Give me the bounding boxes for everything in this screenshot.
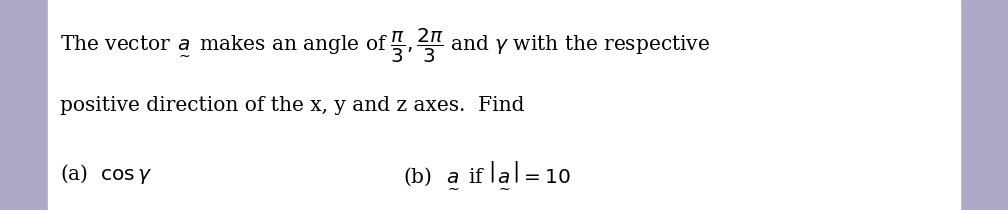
Text: positive direction of the x, y and z axes.  Find: positive direction of the x, y and z axe… <box>60 96 525 114</box>
Text: (a)  $\cos\gamma$: (a) $\cos\gamma$ <box>60 162 153 186</box>
Bar <box>960 0 1008 210</box>
Text: The vector $\underset{\sim}{a}$ makes an angle of $\dfrac{\pi}{3},\dfrac{2\pi}{3: The vector $\underset{\sim}{a}$ makes an… <box>60 27 711 65</box>
Text: (b)  $\underset{\sim}{a}$ if $\left|\underset{\sim}{a}\right|=10$: (b) $\underset{\sim}{a}$ if $\left|\unde… <box>403 159 572 189</box>
Bar <box>0 0 48 210</box>
